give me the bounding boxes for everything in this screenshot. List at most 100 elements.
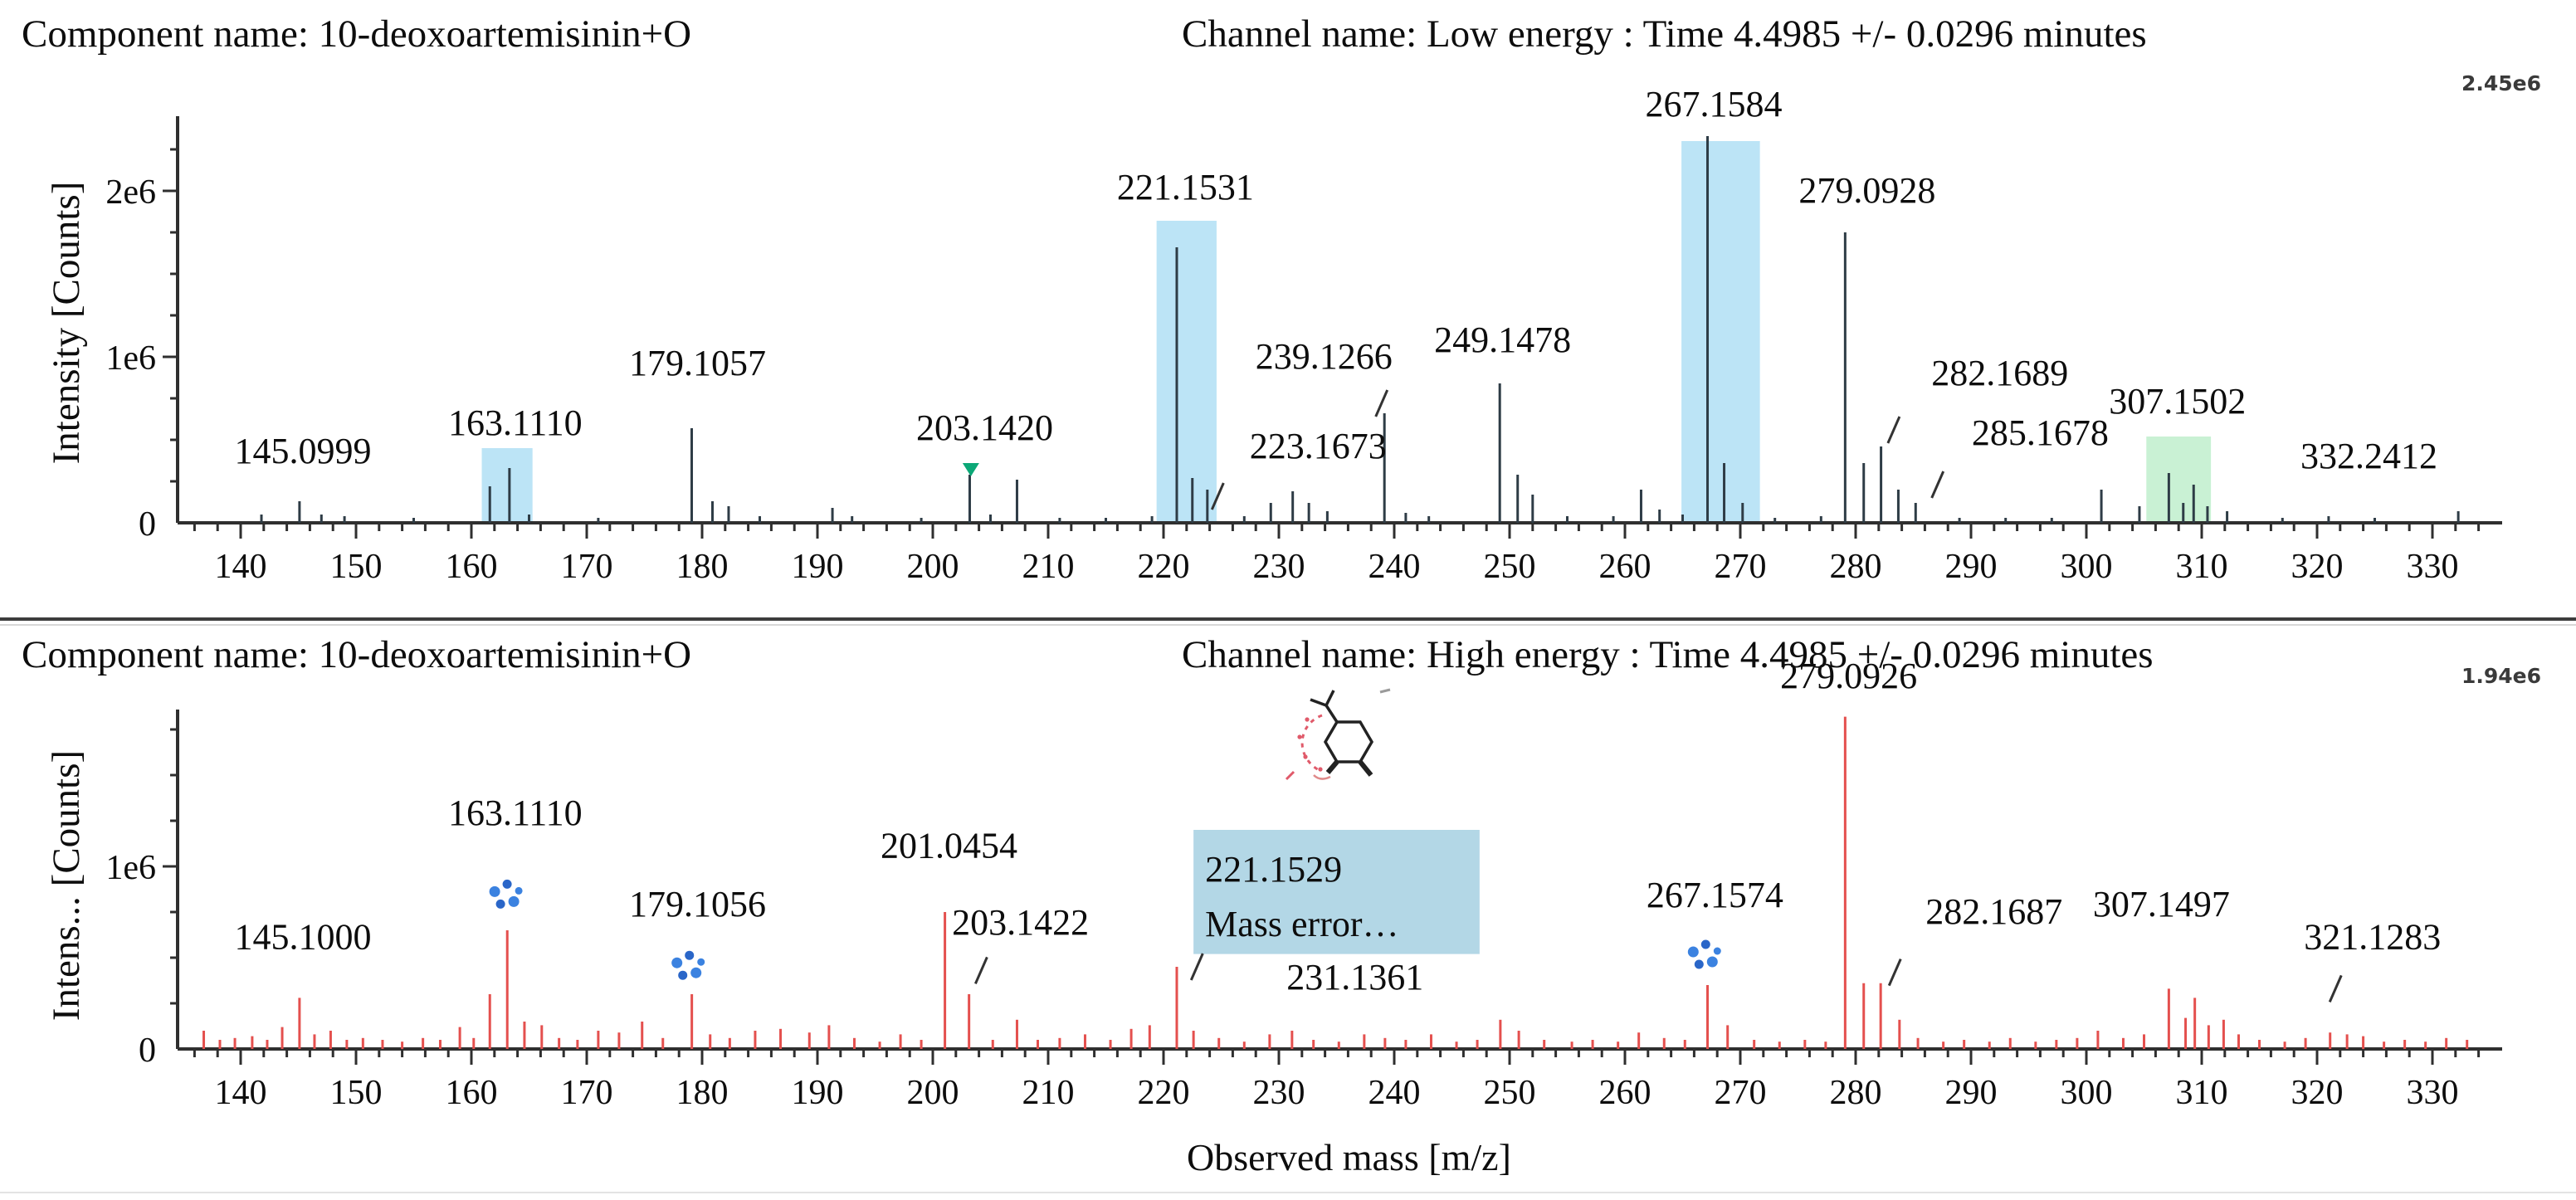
svg-text:221.1529: 221.1529 bbox=[1205, 849, 1342, 890]
svg-text:140: 140 bbox=[215, 1074, 267, 1112]
peak-label: 221.1531 bbox=[1117, 167, 1254, 207]
svg-text:180: 180 bbox=[676, 1074, 729, 1112]
peak-label: 163.1110 bbox=[448, 793, 583, 833]
peak-label: 203.1422 bbox=[952, 902, 1089, 943]
peak-label: 145.0999 bbox=[235, 431, 372, 471]
svg-text:140: 140 bbox=[215, 548, 267, 586]
svg-text:310: 310 bbox=[2176, 548, 2228, 586]
highlight-band[interactable] bbox=[1156, 221, 1217, 523]
label-pointer bbox=[1887, 958, 1902, 987]
peak-label: 307.1502 bbox=[2109, 381, 2246, 422]
svg-text:160: 160 bbox=[446, 1074, 498, 1112]
svg-text:200: 200 bbox=[907, 548, 959, 586]
svg-text:240: 240 bbox=[1368, 548, 1421, 586]
svg-text:200: 200 bbox=[907, 1074, 959, 1112]
svg-text:Mass error…: Mass error… bbox=[1205, 904, 1398, 944]
peaks[interactable] bbox=[202, 716, 2469, 1049]
peak-label: 321.1283 bbox=[2304, 917, 2441, 958]
svg-text:230: 230 bbox=[1253, 1074, 1305, 1112]
peak-label: 179.1056 bbox=[629, 884, 766, 924]
svg-text:230: 230 bbox=[1253, 548, 1305, 586]
label-pointer bbox=[974, 956, 988, 985]
svg-text:260: 260 bbox=[1599, 1074, 1651, 1112]
peak-label: 239.1266 bbox=[1256, 336, 1393, 377]
svg-text:1e6: 1e6 bbox=[105, 849, 156, 887]
label-pointer bbox=[1189, 953, 1204, 981]
svg-text:210: 210 bbox=[1022, 548, 1075, 586]
peak-label: 179.1057 bbox=[629, 343, 766, 383]
svg-text:150: 150 bbox=[330, 548, 383, 586]
peak-labels: 145.0999 163.1110 179.1057 203.1420 221.1531… bbox=[235, 84, 2437, 510]
svg-text:170: 170 bbox=[561, 548, 613, 586]
peak-labels: 145.1000 163.1110 179.1056 201.0454 203.1422… bbox=[235, 656, 2441, 1003]
svg-text:150: 150 bbox=[330, 1074, 383, 1112]
label-pointer bbox=[1930, 471, 1945, 499]
svg-text:280: 280 bbox=[1830, 548, 1882, 586]
channel-name-low: Channel name: Low energy : Time 4.4985 +… bbox=[1182, 12, 2147, 56]
peak-label: 163.1110 bbox=[448, 402, 583, 443]
svg-text:160: 160 bbox=[446, 548, 498, 586]
label-pointer bbox=[2328, 974, 2343, 1003]
label-pointer bbox=[1210, 482, 1225, 510]
peak-label: 332.2412 bbox=[2300, 436, 2437, 476]
axes: 140 150 160 170 180 190 200 210 220 230 240 250 260 2… bbox=[105, 710, 2502, 1112]
peak-label: 223.1673 bbox=[1250, 426, 1387, 466]
svg-text:300: 300 bbox=[2061, 1074, 2113, 1112]
svg-text:250: 250 bbox=[1484, 548, 1536, 586]
svg-text:300: 300 bbox=[2061, 548, 2113, 586]
label-pointer bbox=[1886, 416, 1901, 444]
svg-text:1e6: 1e6 bbox=[105, 339, 156, 378]
base-peak-intensity-high: 1.94e6 bbox=[2461, 664, 2541, 688]
svg-text:0: 0 bbox=[139, 505, 156, 544]
peak-label: 285.1678 bbox=[1972, 412, 2109, 453]
figure-bottom-border bbox=[0, 1192, 2576, 1193]
peak-label: 282.1689 bbox=[1931, 353, 2068, 393]
svg-text:270: 270 bbox=[1715, 1074, 1767, 1112]
peak-label: 145.1000 bbox=[235, 917, 372, 958]
svg-text:240: 240 bbox=[1368, 1074, 1421, 1112]
axes: 140 150 160 170 180 190 200 210 220 230 240 250 260 2… bbox=[105, 116, 2502, 586]
isotope-dot-cluster bbox=[489, 879, 523, 909]
svg-text:210: 210 bbox=[1022, 1074, 1075, 1112]
panel-divider-shadow bbox=[0, 624, 2576, 626]
peak-label: 279.0928 bbox=[1798, 170, 1935, 211]
peak-label: 282.1687 bbox=[1925, 891, 2062, 932]
svg-text:0: 0 bbox=[139, 1032, 156, 1070]
svg-text:320: 320 bbox=[2291, 548, 2344, 586]
peak-label: 307.1497 bbox=[2093, 884, 2230, 924]
component-name-low: Component name: 10-deoxoartemisinin+O bbox=[22, 12, 692, 56]
svg-text:2e6: 2e6 bbox=[105, 173, 156, 212]
peaks[interactable] bbox=[260, 136, 2460, 523]
peak-label: 203.1420 bbox=[916, 407, 1053, 448]
peak-label: 279.0926 bbox=[1780, 656, 1917, 696]
highlight-band[interactable] bbox=[2146, 437, 2212, 523]
channel-name-high: Channel name: High energy : Time 4.4985 … bbox=[1182, 633, 2154, 676]
svg-text:190: 190 bbox=[792, 548, 844, 586]
svg-text:170: 170 bbox=[561, 1074, 613, 1112]
svg-text:260: 260 bbox=[1599, 548, 1651, 586]
highlight-band[interactable] bbox=[1681, 141, 1760, 523]
svg-text:280: 280 bbox=[1830, 1074, 1882, 1112]
svg-text:330: 330 bbox=[2407, 1074, 2459, 1112]
molecular-structure-icon bbox=[1285, 688, 1391, 781]
svg-text:220: 220 bbox=[1138, 1074, 1190, 1112]
peak-label: 249.1478 bbox=[1434, 320, 1571, 360]
component-name-high: Component name: 10-deoxoartemisinin+O bbox=[22, 633, 692, 676]
svg-text:220: 220 bbox=[1138, 548, 1190, 586]
matched-fragment-marker bbox=[962, 463, 979, 476]
label-pointer bbox=[1374, 389, 1389, 417]
svg-text:290: 290 bbox=[1945, 1074, 1998, 1112]
svg-text:190: 190 bbox=[792, 1074, 844, 1112]
low-energy-spectrum[interactable]: 140 150 160 170 180 190 200 210 220 230 240 250 260 2… bbox=[105, 84, 2502, 586]
svg-text:180: 180 bbox=[676, 548, 729, 586]
peak-label: 267.1584 bbox=[1646, 84, 1783, 124]
mass-error-annotation[interactable]: 221.1529 Mass error… bbox=[1193, 830, 1480, 954]
high-energy-spectrum[interactable]: 140 150 160 170 180 190 200 210 220 230 240 250 260 2… bbox=[105, 656, 2502, 1112]
isotope-dot-cluster bbox=[1687, 939, 1721, 969]
x-axis-title: Observed mass [m/z] bbox=[1187, 1136, 1511, 1178]
base-peak-intensity-low: 2.45e6 bbox=[2461, 71, 2541, 95]
svg-text:250: 250 bbox=[1484, 1074, 1536, 1112]
svg-text:270: 270 bbox=[1715, 548, 1767, 586]
